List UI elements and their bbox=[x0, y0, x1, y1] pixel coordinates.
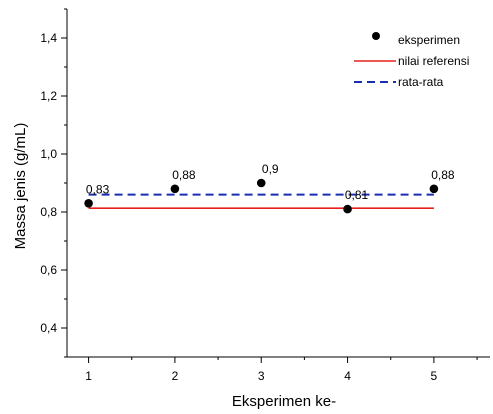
y-tick-label: 1,0 bbox=[40, 147, 57, 161]
y-tick-label: 0,8 bbox=[40, 205, 57, 219]
data-point bbox=[256, 178, 266, 188]
data-label: 0,9 bbox=[262, 162, 279, 176]
legend-label: nilai referensi bbox=[398, 54, 469, 68]
x-axis-title: Eksperimen ke- bbox=[232, 393, 336, 410]
y-axis-title: Massa jenis (g/mL) bbox=[12, 123, 29, 250]
data-points bbox=[84, 178, 439, 214]
y-tick-label: 0,4 bbox=[40, 321, 57, 335]
data-label: 0,88 bbox=[172, 168, 196, 182]
data-label: 0,83 bbox=[86, 182, 110, 196]
data-point bbox=[429, 184, 439, 194]
data-point bbox=[170, 184, 180, 194]
series-lines bbox=[88, 193, 434, 210]
x-tick-label: 5 bbox=[431, 369, 438, 383]
legend: eksperimen nilai referensi rata-rata bbox=[354, 32, 469, 89]
y-tick-label: 0,6 bbox=[40, 263, 57, 277]
y-tick-label: 1,2 bbox=[40, 89, 57, 103]
data-label: 0,88 bbox=[431, 168, 455, 182]
legend-marker bbox=[372, 32, 380, 40]
x-tick-label: 4 bbox=[344, 369, 351, 383]
data-labels: 0,83 0,88 0,9 0,81 0,88 bbox=[86, 162, 455, 202]
y-tick-label: 1,4 bbox=[40, 31, 57, 45]
ticks: 1 2 3 4 5 0,4 0,6 0,8 1,0 1,2 1,4 bbox=[40, 8, 478, 383]
data-label: 0,81 bbox=[345, 188, 369, 202]
data-point bbox=[84, 199, 93, 208]
x-tick-label: 1 bbox=[85, 369, 92, 383]
legend-label: eksperimen bbox=[398, 33, 460, 47]
legend-label: rata-rata bbox=[398, 75, 444, 89]
data-point bbox=[343, 204, 352, 214]
x-tick-label: 3 bbox=[258, 369, 265, 383]
x-tick-label: 2 bbox=[172, 369, 179, 383]
